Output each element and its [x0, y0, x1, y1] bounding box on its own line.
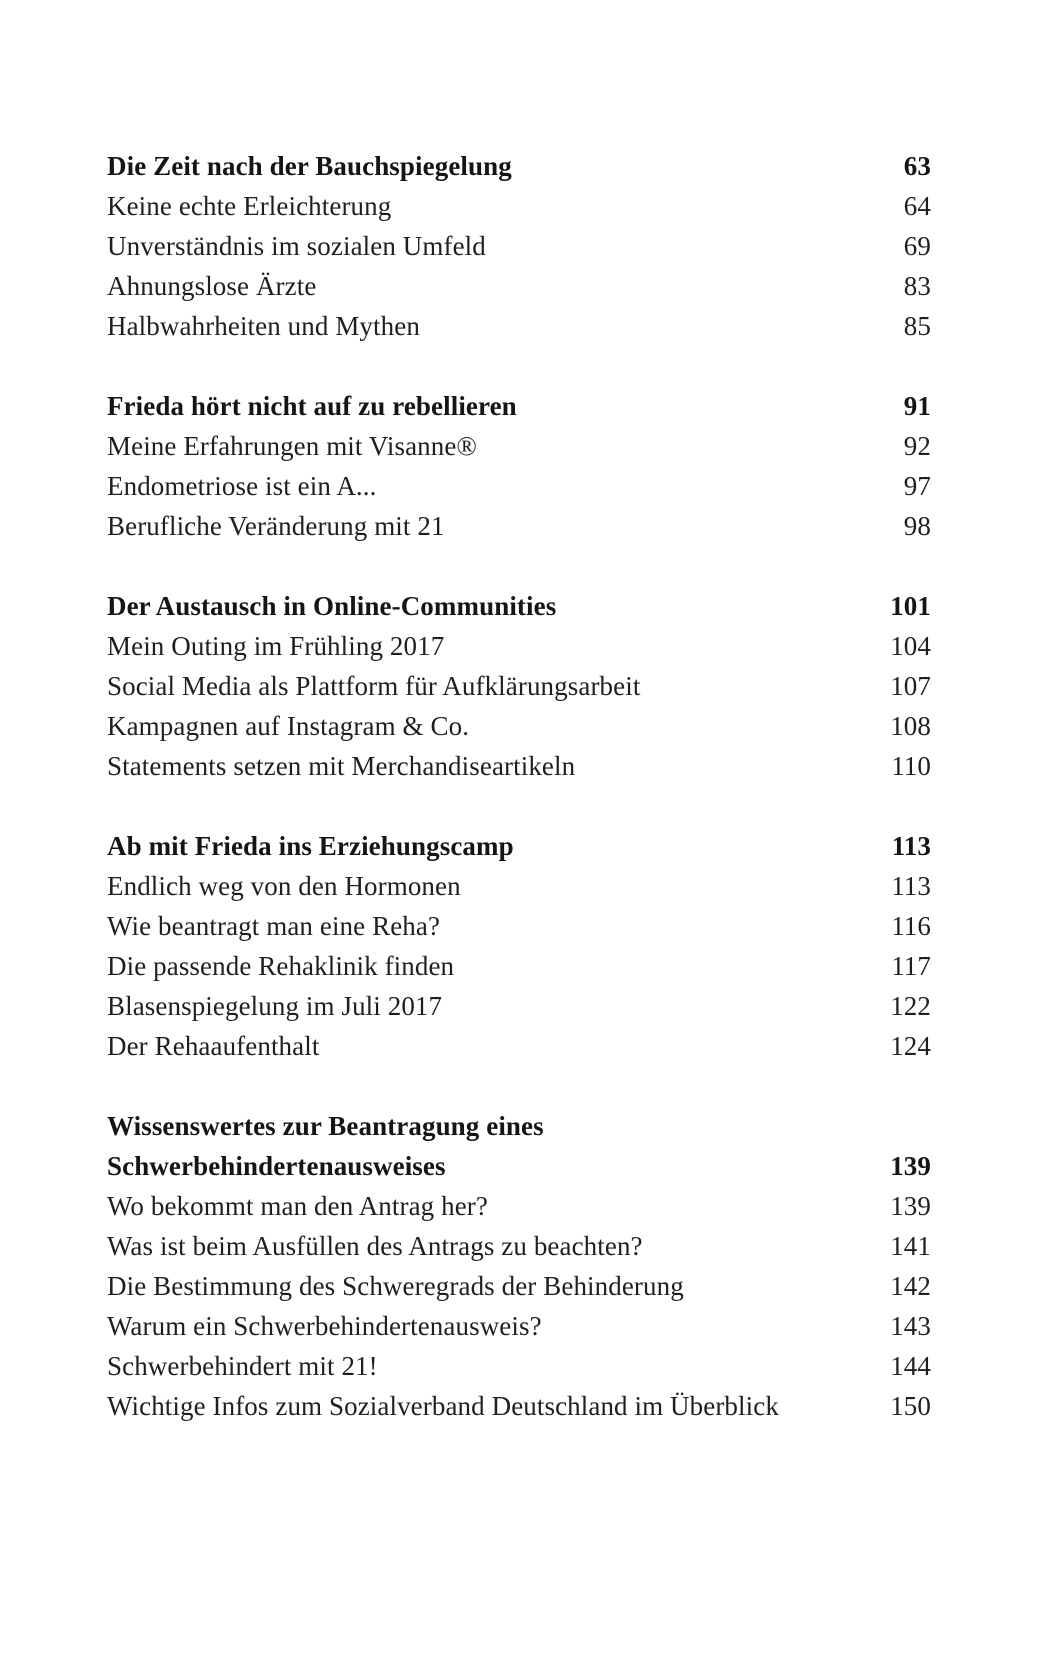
- toc-entry-row: Mein Outing im Frühling 2017 104: [107, 626, 931, 666]
- toc-entry-row: Endlich weg von den Hormonen 113: [107, 866, 931, 906]
- toc-entry-label: Wichtige Infos zum Sozialverband Deutsch…: [107, 1391, 779, 1421]
- toc-entry-row: Social Media als Plattform für Aufklärun…: [107, 666, 931, 706]
- toc-heading-page-number: 113: [891, 831, 931, 861]
- toc-entry-row: Blasenspiegelung im Juli 2017 122: [107, 986, 931, 1026]
- toc-entry-row: Halbwahrheiten und Mythen 85: [107, 306, 931, 346]
- toc-entry-row: Der Rehaaufenthalt 124: [107, 1026, 931, 1066]
- toc-entry-page-number: 150: [890, 1391, 931, 1421]
- toc-entry-row: Statements setzen mit Merchandiseartikel…: [107, 746, 931, 786]
- toc-entry-label: Ahnungslose Ärzte: [107, 271, 317, 301]
- toc-heading-label: Ab mit Frieda ins Erziehungscamp: [107, 831, 514, 861]
- toc-entry-label: Meine Erfahrungen mit Visanne®: [107, 431, 478, 461]
- toc-entry-page-number: 83: [903, 271, 931, 301]
- toc-entry-row: Meine Erfahrungen mit Visanne® 92: [107, 426, 931, 466]
- toc-section: Frieda hört nicht auf zu rebellieren 91 Me…: [107, 386, 931, 546]
- toc-entry-label: Die Bestimmung des Schweregrads der Behi…: [107, 1271, 684, 1301]
- toc-entry-label: Was ist beim Ausfüllen des Antrags zu be…: [107, 1231, 643, 1261]
- toc-entry-label: Schwerbehindert mit 21!: [107, 1351, 378, 1381]
- toc-entry-row: Keine echte Erleichterung 64: [107, 186, 931, 226]
- toc-heading-page-number: 139: [890, 1151, 931, 1181]
- toc-section: Die Zeit nach der Bauchspiegelung 63 Keine…: [107, 146, 931, 346]
- toc-entry-row: Unverständnis im sozialen Umfeld 69: [107, 226, 931, 266]
- table-of-contents: Die Zeit nach der Bauchspiegelung 63 Keine…: [107, 146, 931, 1426]
- toc-section: Wissenswertes zur Beantragung eines Schw…: [107, 1106, 931, 1426]
- toc-entry-label: Wo bekommt man den Antrag her?: [107, 1191, 488, 1221]
- toc-entry-label: Blasenspiegelung im Juli 2017: [107, 991, 443, 1021]
- toc-entry-page-number: 85: [903, 311, 931, 341]
- toc-entry-label: Keine echte Erleichterung: [107, 191, 392, 221]
- toc-entry-label: Statements setzen mit Merchandiseartikel…: [107, 751, 576, 781]
- toc-entry-label: Endometriose ist ein A...: [107, 471, 377, 501]
- toc-entry-label: Social Media als Plattform für Aufklärun…: [107, 671, 641, 701]
- toc-entry-page-number: 124: [890, 1031, 931, 1061]
- toc-heading-row: Die Zeit nach der Bauchspiegelung 63: [107, 146, 931, 186]
- toc-entry-page-number: 98: [903, 511, 931, 541]
- toc-entry-label: Warum ein Schwerbehindertenausweis?: [107, 1311, 542, 1341]
- toc-entry-label: Unverständnis im sozialen Umfeld: [107, 231, 486, 261]
- toc-entry-page-number: 116: [891, 911, 931, 941]
- toc-entry-label: Der Rehaaufenthalt: [107, 1031, 320, 1061]
- toc-entry-page-number: 107: [890, 671, 931, 701]
- toc-entry-label: Kampagnen auf Instagram & Co.: [107, 711, 470, 741]
- toc-section: Der Austausch in Online-Communities 101 Me…: [107, 586, 931, 786]
- toc-entry-row: Kampagnen auf Instagram & Co. 108: [107, 706, 931, 746]
- toc-heading-row: Frieda hört nicht auf zu rebellieren 91: [107, 386, 931, 426]
- toc-heading-label: Frieda hört nicht auf zu rebellieren: [107, 391, 517, 421]
- toc-entry-page-number: 142: [890, 1271, 931, 1301]
- toc-entry-page-number: 113: [891, 871, 931, 901]
- toc-heading-row: Ab mit Frieda ins Erziehungscamp 113: [107, 826, 931, 866]
- toc-entry-page-number: 110: [891, 751, 931, 781]
- toc-entry-row: Schwerbehindert mit 21! 144: [107, 1346, 931, 1386]
- toc-entry-page-number: 69: [903, 231, 931, 261]
- toc-heading-label: Wissenswertes zur Beantragung eines Schw…: [107, 1111, 544, 1181]
- toc-heading-row: Wissenswertes zur Beantragung eines Schw…: [107, 1106, 931, 1186]
- toc-heading-page-number: 101: [890, 591, 931, 621]
- toc-entry-page-number: 117: [891, 951, 931, 981]
- toc-entry-row: Wichtige Infos zum Sozialverband Deutsch…: [107, 1386, 931, 1426]
- toc-entry-page-number: 139: [890, 1191, 931, 1221]
- toc-entry-page-number: 64: [903, 191, 931, 221]
- toc-heading-page-number: 91: [903, 391, 931, 421]
- toc-section: Ab mit Frieda ins Erziehungscamp 113 Endli…: [107, 826, 931, 1066]
- toc-entry-row: Endometriose ist ein A... 97: [107, 466, 931, 506]
- toc-entry-row: Berufliche Veränderung mit 21 98: [107, 506, 931, 546]
- toc-entry-row: Ahnungslose Ärzte 83: [107, 266, 931, 306]
- toc-entry-label: Halbwahrheiten und Mythen: [107, 311, 420, 341]
- toc-entry-row: Die Bestimmung des Schweregrads der Behi…: [107, 1266, 931, 1306]
- toc-heading-row: Der Austausch in Online-Communities 101: [107, 586, 931, 626]
- toc-entry-page-number: 122: [890, 991, 931, 1021]
- toc-entry-label: Mein Outing im Frühling 2017: [107, 631, 445, 661]
- toc-entry-label: Berufliche Veränderung mit 21: [107, 511, 445, 541]
- toc-entry-page-number: 143: [890, 1311, 931, 1341]
- toc-entry-label: Die passende Rehaklinik finden: [107, 951, 455, 981]
- toc-entry-row: Was ist beim Ausfüllen des Antrags zu be…: [107, 1226, 931, 1266]
- toc-heading-label: Die Zeit nach der Bauchspiegelung: [107, 151, 512, 181]
- toc-heading-page-number: 63: [903, 151, 931, 181]
- toc-entry-page-number: 141: [890, 1231, 931, 1261]
- toc-entry-label: Wie beantragt man eine Reha?: [107, 911, 441, 941]
- toc-entry-row: Die passende Rehaklinik finden 117: [107, 946, 931, 986]
- toc-entry-label: Endlich weg von den Hormonen: [107, 871, 461, 901]
- toc-entry-page-number: 108: [890, 711, 931, 741]
- toc-heading-label: Der Austausch in Online-Communities: [107, 591, 557, 621]
- toc-entry-page-number: 144: [890, 1351, 931, 1381]
- toc-entry-row: Wo bekommt man den Antrag her? 139: [107, 1186, 931, 1226]
- toc-entry-page-number: 104: [890, 631, 931, 661]
- toc-entry-page-number: 92: [903, 431, 931, 461]
- toc-entry-page-number: 97: [903, 471, 931, 501]
- toc-entry-row: Wie beantragt man eine Reha? 116: [107, 906, 931, 946]
- toc-entry-row: Warum ein Schwerbehindertenausweis? 143: [107, 1306, 931, 1346]
